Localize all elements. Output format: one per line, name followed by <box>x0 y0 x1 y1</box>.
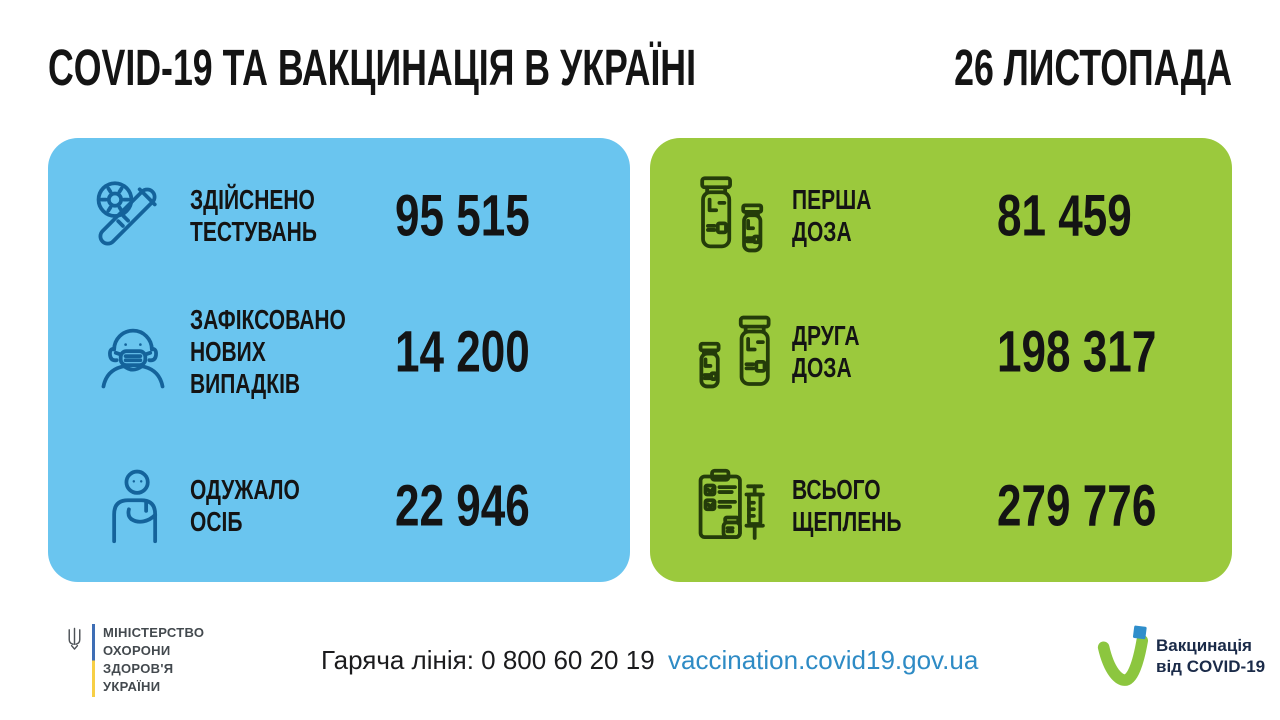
second-dose-vials-icon <box>694 306 776 398</box>
total-vaccinations-row: ВСЬОГО ЩЕПЛЕНЬ 279 776 <box>650 440 1232 572</box>
test-tube-icon <box>92 170 174 262</box>
campaign-name: Вакцинація від COVID-19 <box>1156 636 1266 676</box>
first-dose-row: ПЕРША ДОЗА 81 459 <box>650 150 1232 282</box>
date-label: 26 ЛИСТОПАДА <box>954 39 1232 96</box>
vaccination-checklist-icon <box>694 460 776 552</box>
page-title: COVID-19 ТА ВАКЦИНАЦІЯ В УКРАЇНІ <box>48 39 696 96</box>
flag-bar <box>92 624 95 697</box>
stat-label: ДРУГА ДОЗА <box>792 320 860 383</box>
stat-value: 22 946 <box>395 473 530 539</box>
ministry-logo: МІНІСТЕРСТВО ОХОРОНИ ЗДОРОВ'Я УКРАЇНИ <box>66 624 204 697</box>
stat-label: ПЕРША ДОЗА <box>792 184 872 247</box>
stat-label: ВСЬОГО ЩЕПЛЕНЬ <box>792 474 902 537</box>
masked-person-icon <box>92 306 174 398</box>
v-logo-icon <box>1097 625 1148 686</box>
hotline-text: Гаряча лінія: 0 800 60 20 19 <box>321 645 655 675</box>
campaign-logo: Вакцинація від COVID-19 <box>1094 624 1265 688</box>
tests-row: ЗДІЙСНЕНО ТЕСТУВАНЬ 95 515 <box>48 150 630 282</box>
stat-value: 14 200 <box>395 319 530 385</box>
recovered-person-icon <box>92 460 174 552</box>
trident-icon <box>68 627 81 650</box>
stat-value: 279 776 <box>997 473 1157 539</box>
first-dose-vials-icon <box>694 170 776 262</box>
new-cases-row: ЗАФІКСОВАНО НОВИХ ВИПАДКІВ 14 200 <box>48 286 630 418</box>
stat-value: 198 317 <box>997 319 1157 385</box>
covid-stats-card: ЗДІЙСНЕНО ТЕСТУВАНЬ 95 515 ЗАФІКСОВАНО Н… <box>48 138 630 582</box>
stat-label: ЗАФІКСОВАНО НОВИХ ВИПАДКІВ <box>190 304 346 399</box>
recovered-row: ОДУЖАЛО ОСІБ 22 946 <box>48 440 630 572</box>
website-link[interactable]: vaccination.covid19.gov.ua <box>668 645 979 675</box>
stat-label: ОДУЖАЛО ОСІБ <box>190 474 300 537</box>
ministry-name: МІНІСТЕРСТВО ОХОРОНИ ЗДОРОВ'Я УКРАЇНИ <box>103 625 205 694</box>
stat-value: 95 515 <box>395 183 530 249</box>
stat-value: 81 459 <box>997 183 1132 249</box>
vaccination-stats-card: ПЕРША ДОЗА 81 459 ДРУГА ДОЗА 198 317 <box>650 138 1232 582</box>
stat-label: ЗДІЙСНЕНО ТЕСТУВАНЬ <box>190 184 317 247</box>
second-dose-row: ДРУГА ДОЗА 198 317 <box>650 286 1232 418</box>
